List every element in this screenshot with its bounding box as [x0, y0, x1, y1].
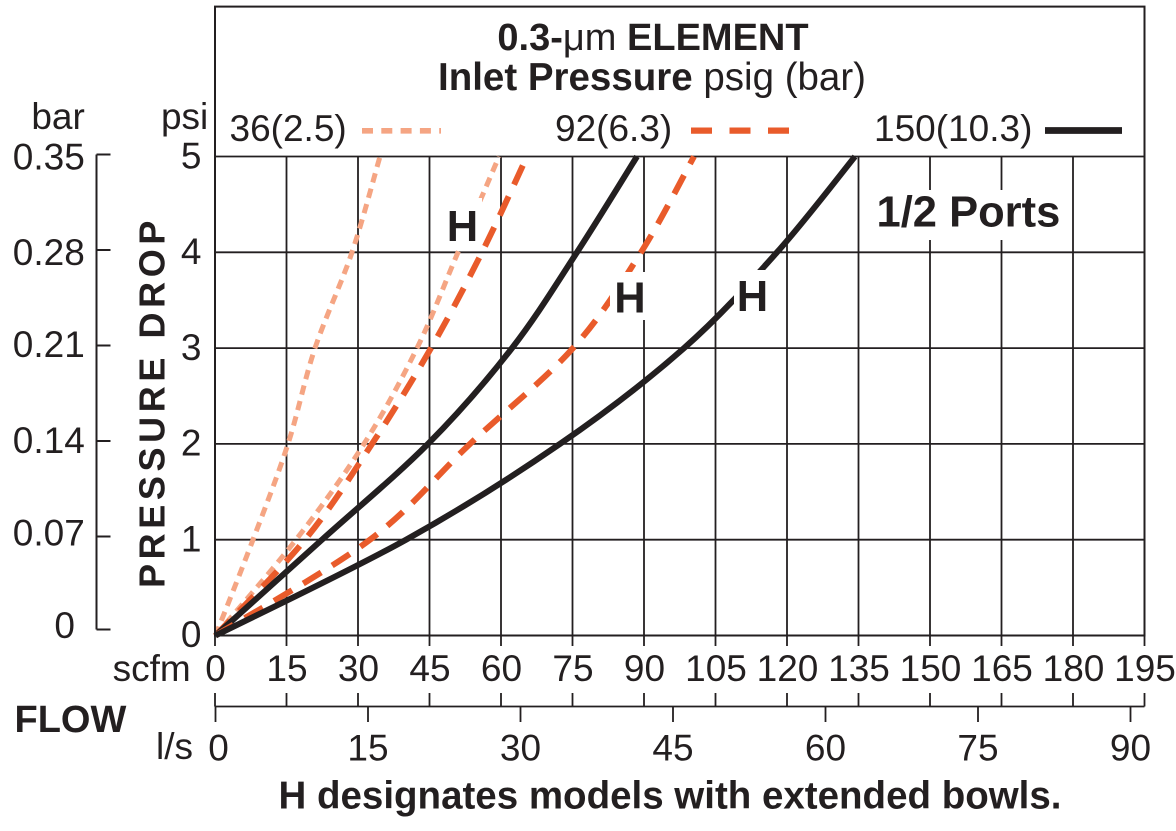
svg-text:3: 3 — [181, 327, 202, 368]
svg-text:105: 105 — [685, 648, 747, 689]
svg-text:H designates models with exten: H designates models with extended bowls. — [279, 775, 1062, 818]
svg-text:36(2.5): 36(2.5) — [230, 108, 347, 149]
svg-text:5: 5 — [181, 135, 202, 176]
svg-text:165: 165 — [971, 648, 1033, 689]
svg-text:4: 4 — [181, 231, 202, 272]
svg-text:0.14: 0.14 — [13, 420, 85, 461]
svg-text:1: 1 — [181, 519, 202, 560]
svg-text:l/s: l/s — [156, 726, 193, 767]
svg-text:psi: psi — [161, 96, 208, 137]
svg-text:bar: bar — [31, 96, 84, 137]
svg-text:90: 90 — [624, 648, 665, 689]
svg-text:15: 15 — [347, 728, 388, 769]
svg-text:PRESSURE DROP: PRESSURE DROP — [132, 216, 173, 588]
svg-text:45: 45 — [409, 648, 450, 689]
svg-text:92(6.3): 92(6.3) — [555, 108, 672, 149]
svg-text:45: 45 — [652, 728, 693, 769]
svg-text:60: 60 — [805, 728, 846, 769]
svg-text:0: 0 — [205, 648, 226, 689]
svg-text:75: 75 — [957, 728, 998, 769]
svg-text:30: 30 — [338, 648, 379, 689]
svg-text:0.21: 0.21 — [13, 324, 85, 365]
svg-text:2: 2 — [181, 423, 202, 464]
svg-text:30: 30 — [500, 728, 541, 769]
svg-text:1/2 Ports: 1/2 Ports — [877, 188, 1061, 236]
svg-text:H: H — [447, 203, 478, 251]
svg-text:150: 150 — [900, 648, 962, 689]
svg-text:FLOW: FLOW — [15, 699, 127, 741]
svg-text:60: 60 — [481, 648, 522, 689]
svg-text:0.28: 0.28 — [13, 232, 85, 273]
svg-text:0.07: 0.07 — [13, 513, 85, 554]
svg-text:135: 135 — [828, 648, 890, 689]
svg-text:150(10.3): 150(10.3) — [874, 108, 1032, 149]
svg-text:0.35: 0.35 — [13, 137, 85, 178]
svg-text:scfm: scfm — [113, 648, 191, 689]
svg-text:15: 15 — [266, 648, 307, 689]
svg-text:H: H — [737, 273, 768, 321]
svg-text:195: 195 — [1114, 648, 1176, 689]
svg-text:75: 75 — [552, 648, 593, 689]
svg-text:90: 90 — [1110, 728, 1151, 769]
svg-text:0: 0 — [54, 605, 75, 646]
svg-text:0: 0 — [208, 728, 229, 769]
svg-text:0.3-μm ELEMENT: 0.3-μm ELEMENT — [497, 17, 808, 59]
svg-text:0: 0 — [181, 614, 202, 655]
svg-text:120: 120 — [757, 648, 819, 689]
svg-text:H: H — [614, 275, 645, 323]
svg-text:Inlet Pressure psig (bar): Inlet Pressure psig (bar) — [438, 56, 866, 99]
svg-text:180: 180 — [1043, 648, 1105, 689]
